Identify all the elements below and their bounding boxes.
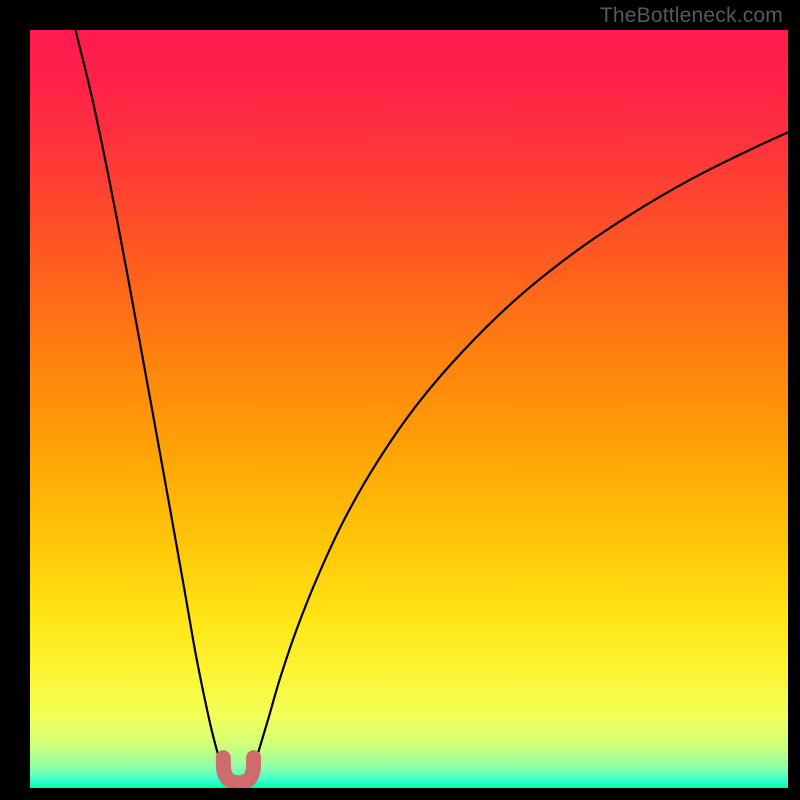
left-curve [75,30,223,768]
plot-area [30,30,788,788]
curve-layer [30,30,788,788]
chart-stage: TheBottleneck.com [0,0,800,800]
watermark-text: TheBottleneck.com [600,4,783,28]
right-curve [254,132,788,767]
valley-marker [223,758,253,783]
